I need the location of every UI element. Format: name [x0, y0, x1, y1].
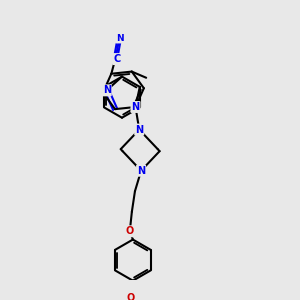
Text: O: O [126, 226, 134, 236]
Text: N: N [103, 85, 111, 95]
Text: O: O [127, 293, 135, 300]
Text: N: N [135, 124, 143, 135]
Text: N: N [116, 34, 124, 43]
Text: N: N [131, 102, 140, 112]
Text: N: N [137, 166, 145, 176]
Text: C: C [113, 54, 121, 64]
